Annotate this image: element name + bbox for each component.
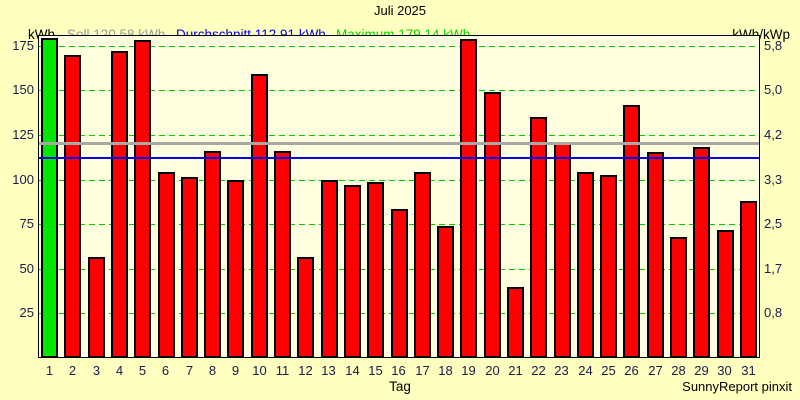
bar-day-2 <box>64 55 81 358</box>
bar-day-17 <box>414 172 431 358</box>
bar-day-12 <box>297 257 314 358</box>
bar-day-20 <box>484 92 501 358</box>
x-axis-tick-day-26: 26 <box>624 363 639 378</box>
bar-day-15 <box>367 182 384 358</box>
x-axis-tick-day-16: 16 <box>391 363 406 378</box>
x-axis-tick-day-15: 15 <box>368 363 383 378</box>
x-axis-tick-day-28: 28 <box>671 363 686 378</box>
y-axis-tick-left: 50 <box>19 261 34 276</box>
bar-day-1 <box>41 38 58 358</box>
x-axis-tick-day-17: 17 <box>415 363 430 378</box>
bar-day-3 <box>88 257 105 358</box>
y-axis-tick-left: 75 <box>19 216 34 231</box>
x-axis-tick-day-18: 18 <box>438 363 453 378</box>
y-axis-tick-right: 2,5 <box>764 216 783 231</box>
y-axis-tick-right: 5,0 <box>764 82 783 97</box>
bar-day-31 <box>740 201 757 358</box>
x-axis-tick-day-3: 3 <box>92 363 101 378</box>
durchschnitt-reference-line <box>39 157 759 159</box>
x-axis-tick-day-4: 4 <box>115 363 124 378</box>
bar-day-4 <box>111 51 128 358</box>
bar-day-30 <box>717 230 734 358</box>
x-axis-tick-day-25: 25 <box>601 363 616 378</box>
x-axis-tick-day-9: 9 <box>231 363 240 378</box>
bar-day-24 <box>577 172 594 358</box>
x-axis-tick-day-14: 14 <box>345 363 360 378</box>
bar-day-27 <box>647 152 664 358</box>
bar-day-28 <box>670 237 687 358</box>
x-axis-tick-day-2: 2 <box>68 363 77 378</box>
y-axis-tick-right: 4,2 <box>764 127 783 142</box>
x-axis-tick-day-29: 29 <box>694 363 709 378</box>
bar-day-14 <box>344 185 361 358</box>
x-axis-tick-day-30: 30 <box>717 363 732 378</box>
x-axis-tick-day-10: 10 <box>252 363 267 378</box>
bar-day-18 <box>437 226 454 358</box>
x-axis-tick-day-21: 21 <box>508 363 523 378</box>
bar-day-23 <box>554 142 571 358</box>
y-axis-tick-right: 1,7 <box>764 261 783 276</box>
y-axis-tick-right: 5,8 <box>764 38 783 53</box>
gridline-100 <box>39 180 759 181</box>
x-axis-tick-day-1: 1 <box>45 363 54 378</box>
x-axis-tick-day-6: 6 <box>161 363 170 378</box>
bar-day-8 <box>204 151 221 358</box>
x-axis-tick-day-11: 11 <box>275 363 290 378</box>
gridline-175 <box>39 46 759 47</box>
x-axis-label: Tag <box>389 379 411 394</box>
credit-text: SunnyReport pinxit <box>682 379 792 394</box>
bar-day-6 <box>158 172 175 358</box>
bar-day-10 <box>251 74 268 358</box>
y-axis-tick-left: 175 <box>12 38 34 53</box>
y-axis-tick-right: 3,3 <box>764 172 783 187</box>
x-axis-tick-day-19: 19 <box>461 363 476 378</box>
bar-day-29 <box>693 147 710 358</box>
x-axis-tick-day-22: 22 <box>531 363 546 378</box>
x-axis-tick-day-5: 5 <box>138 363 147 378</box>
bar-day-21 <box>507 287 524 358</box>
bar-day-16 <box>391 209 408 358</box>
bar-day-13 <box>321 180 338 358</box>
gridline-150 <box>39 90 759 91</box>
bar-day-7 <box>181 177 198 358</box>
y-axis-tick-left: 100 <box>12 172 34 187</box>
x-axis-tick-day-7: 7 <box>185 363 194 378</box>
x-axis-tick-day-12: 12 <box>298 363 313 378</box>
x-axis-tick-day-24: 24 <box>578 363 593 378</box>
soll-reference-line <box>39 142 759 145</box>
x-axis-tick-day-27: 27 <box>648 363 663 378</box>
x-axis-tick-day-31: 31 <box>741 363 756 378</box>
y-axis-tick-right: 0,8 <box>764 305 783 320</box>
bar-day-19 <box>460 39 477 358</box>
x-axis-tick-day-20: 20 <box>485 363 500 378</box>
gridline-125 <box>39 135 759 136</box>
bar-day-5 <box>134 40 151 358</box>
x-axis-tick-day-23: 23 <box>554 363 569 378</box>
y-axis-tick-left: 125 <box>12 127 34 142</box>
bar-day-9 <box>227 180 244 358</box>
bar-day-11 <box>274 151 291 358</box>
bar-day-22 <box>530 117 547 358</box>
bar-day-25 <box>600 175 617 358</box>
x-axis-tick-day-8: 8 <box>208 363 217 378</box>
y-axis-tick-left: 25 <box>19 305 34 320</box>
y-axis-tick-left: 150 <box>12 82 34 97</box>
x-axis-tick-day-13: 13 <box>321 363 336 378</box>
bar-day-26 <box>623 105 640 358</box>
chart-title: Juli 2025 <box>373 3 427 18</box>
